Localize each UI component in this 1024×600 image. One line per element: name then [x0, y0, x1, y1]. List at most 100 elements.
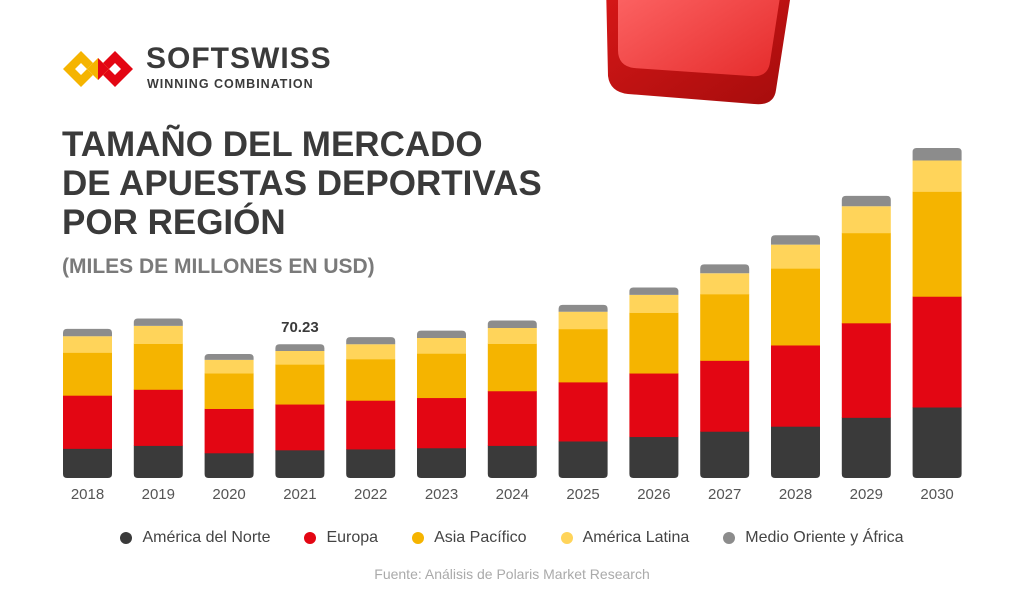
- bar-segment-2019-am-rica-del-norte: [133, 445, 183, 478]
- bar-segment-2021-asia-pac-fico: [275, 364, 325, 405]
- bar-segment-2023-am-rica-del-norte: [417, 447, 466, 478]
- bar-stack-2020: [204, 353, 254, 478]
- legend-item-am-rica-del-norte: América del Norte: [120, 529, 270, 547]
- x-tick-label-2026: 2026: [637, 486, 670, 503]
- bar-segment-2028-am-rica-latina: [771, 244, 820, 269]
- softswiss-logo: SOFTSWISS WINNING COMBINATION: [60, 42, 332, 94]
- bar-segment-2023-asia-pac-fico: [417, 353, 466, 399]
- bar-segment-2030-am-rica-latina: [912, 160, 962, 192]
- legend-swatch-icon: [560, 532, 573, 544]
- bar-segment-2020-europa: [204, 408, 254, 454]
- bar-segment-2019-asia-pac-fico: [133, 343, 183, 390]
- bar-stack-2029: [841, 195, 891, 478]
- bar-segment-2026-asia-pac-fico: [629, 312, 679, 374]
- bar-segment-2025-europa: [558, 382, 608, 442]
- bar-segment-2028-europa: [771, 345, 820, 427]
- bar-segment-2023-europa: [417, 397, 466, 449]
- bar-segment-2027-am-rica-del-norte: [700, 431, 750, 478]
- legend-label: América del Norte: [142, 529, 271, 546]
- bar-segment-2028-am-rica-del-norte: [771, 426, 820, 478]
- data-label-2021: 70.23: [281, 319, 319, 336]
- bar-segment-2028-asia-pac-fico: [771, 268, 820, 346]
- bar-stack-2018: [63, 328, 112, 478]
- bar-segment-2027-am-rica-latina: [700, 273, 750, 295]
- bar-segment-2024-asia-pac-fico: [487, 343, 537, 392]
- chart-legend: América del Norte Europa Asia Pacífico Amér…: [0, 526, 1024, 550]
- logo-brand-name: SOFTSWISS: [146, 42, 332, 75]
- bar-segment-2026-am-rica-del-norte: [629, 436, 679, 478]
- bar-stack-2025: [558, 304, 608, 478]
- bar-segment-2019-medio-oriente-y-frica: [133, 318, 183, 326]
- bar-segment-2018-asia-pac-fico: [63, 352, 112, 396]
- bar-segment-2018-am-rica-latina: [63, 336, 112, 353]
- x-tick-label-2019: 2019: [142, 486, 175, 503]
- x-tick-label-2028: 2028: [779, 486, 812, 503]
- bar-segment-2026-medio-oriente-y-frica: [629, 287, 679, 295]
- bar-segment-2027-europa: [700, 360, 750, 432]
- bar-segment-2029-asia-pac-fico: [841, 232, 891, 324]
- bar-segment-2023-medio-oriente-y-frica: [417, 330, 466, 338]
- bar-stack-2021: [275, 344, 325, 478]
- bar-segment-2022-am-rica-del-norte: [346, 449, 396, 478]
- bar-segment-2024-europa: [487, 390, 537, 446]
- legend-swatch-icon: [120, 532, 133, 544]
- bar-segment-2021-am-rica-del-norte: [275, 449, 325, 478]
- bar-segment-2030-asia-pac-fico: [912, 191, 962, 297]
- bar-segment-2025-asia-pac-fico: [558, 328, 608, 383]
- legend-swatch-icon: [412, 532, 425, 544]
- x-tick-label-2022: 2022: [354, 486, 387, 503]
- title-line-1: TAMAÑO DEL MERCADO: [62, 125, 483, 164]
- bar-segment-2021-medio-oriente-y-frica: [275, 344, 325, 351]
- bar-segment-2027-asia-pac-fico: [700, 293, 750, 361]
- bar-stack-2026: [629, 287, 679, 478]
- bar-segment-2022-asia-pac-fico: [346, 358, 396, 401]
- bar-segment-2024-am-rica-del-norte: [487, 445, 537, 478]
- legend-item-asia-pac-fico: Asia Pacífico: [412, 529, 527, 547]
- x-tick-label-2025: 2025: [566, 486, 599, 503]
- x-tick-label-2021: 2021: [283, 486, 316, 503]
- x-tick-label-2029: 2029: [850, 486, 883, 503]
- bar-stack-2030: [912, 148, 962, 478]
- bar-segment-2023-am-rica-latina: [417, 337, 466, 354]
- decorative-red-cube: [606, 0, 790, 105]
- x-tick-label-2030: 2030: [920, 486, 953, 503]
- bar-stack-2019: [133, 318, 183, 478]
- bar-segment-2029-am-rica-latina: [841, 206, 891, 234]
- softswiss-logo-mark-icon: [63, 51, 133, 87]
- bar-segment-2028-medio-oriente-y-frica: [771, 235, 820, 245]
- bar-stack-2023: [417, 330, 466, 478]
- bar-segment-2030-medio-oriente-y-frica: [912, 148, 962, 161]
- bar-segment-2020-am-rica-latina: [204, 359, 254, 374]
- legend-swatch-icon: [304, 532, 317, 544]
- bar-segment-2024-medio-oriente-y-frica: [487, 320, 537, 328]
- legend-item-medio-oriente-y-frica: Medio Oriente y África: [723, 529, 904, 547]
- chart-subtitle: (MILES DE MILLONES EN USD): [62, 255, 375, 278]
- bar-segment-2029-am-rica-del-norte: [841, 417, 891, 478]
- source-note: Fuente: Análisis de Polaris Market Resea…: [374, 566, 650, 582]
- bar-segment-2020-medio-oriente-y-frica: [204, 353, 254, 360]
- bar-stack-2022: [346, 337, 396, 478]
- x-tick-label-2018: 2018: [71, 486, 104, 503]
- x-tick-label-2023: 2023: [425, 486, 458, 503]
- x-tick-label-2024: 2024: [496, 486, 529, 503]
- bar-segment-2021-am-rica-latina: [275, 350, 325, 365]
- bar-segment-2025-medio-oriente-y-frica: [558, 304, 608, 312]
- bar-stack-2027: [700, 264, 750, 478]
- chart-title: TAMAÑO DEL MERCADO DE APUESTAS DEPORTIVA…: [62, 125, 542, 242]
- bar-segment-2020-asia-pac-fico: [204, 373, 254, 409]
- bar-segment-2030-am-rica-del-norte: [912, 407, 962, 478]
- logo-tagline: WINNING COMBINATION: [147, 77, 314, 91]
- legend-item-am-rica-latina: América Latina: [560, 529, 690, 547]
- x-tick-label-2020: 2020: [212, 486, 245, 503]
- title-line-2: DE APUESTAS DEPORTIVAS: [62, 164, 542, 203]
- legend-swatch-icon: [723, 532, 736, 544]
- bar-stack-2024: [487, 320, 537, 478]
- bar-segment-2022-medio-oriente-y-frica: [346, 337, 396, 345]
- legend-label: América Latina: [582, 529, 690, 546]
- bar-segment-2018-medio-oriente-y-frica: [63, 328, 112, 337]
- title-line-3: POR REGIÓN: [62, 203, 286, 242]
- bar-segment-2024-am-rica-latina: [487, 327, 537, 344]
- bar-segment-2022-am-rica-latina: [346, 344, 396, 360]
- bar-segment-2025-am-rica-del-norte: [558, 441, 608, 478]
